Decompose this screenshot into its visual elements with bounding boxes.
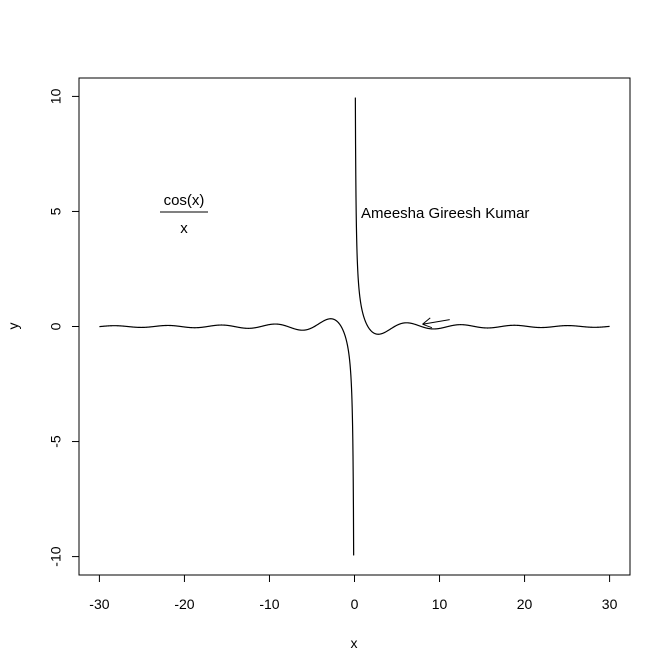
y-tick-label: -10 (48, 546, 64, 566)
x-axis-ticks: -30 -20 -10 0 10 20 30 (89, 575, 618, 612)
x-tick-label: 20 (517, 596, 533, 612)
y-axis-ticks: -10 -5 0 5 10 (48, 88, 79, 567)
formula-denominator: x (180, 220, 188, 237)
x-tick-label: -30 (89, 596, 109, 612)
y-tick-label: -5 (48, 435, 64, 448)
y-tick-label: 5 (48, 207, 64, 215)
arrow-shaft (422, 319, 450, 325)
arrow-head-stroke (422, 323, 433, 329)
x-axis-title: x (351, 635, 358, 651)
x-tick-label: -10 (259, 596, 279, 612)
series-line-cos-over-x (99, 97, 610, 556)
y-tick-label: 0 (48, 322, 64, 330)
y-tick-label: 10 (48, 88, 64, 104)
x-tick-label: 0 (351, 596, 359, 612)
author-annotation: Ameesha Gireesh Kumar (361, 205, 529, 222)
y-axis-title: y (5, 323, 21, 330)
x-tick-label: -20 (174, 596, 194, 612)
x-tick-label: 10 (432, 596, 448, 612)
arrow-annotation (422, 317, 450, 329)
x-tick-label: 30 (602, 596, 618, 612)
arrow-head-stroke (422, 317, 431, 325)
plot-frame (78, 77, 631, 576)
formula-numerator: cos(x) (164, 192, 205, 209)
